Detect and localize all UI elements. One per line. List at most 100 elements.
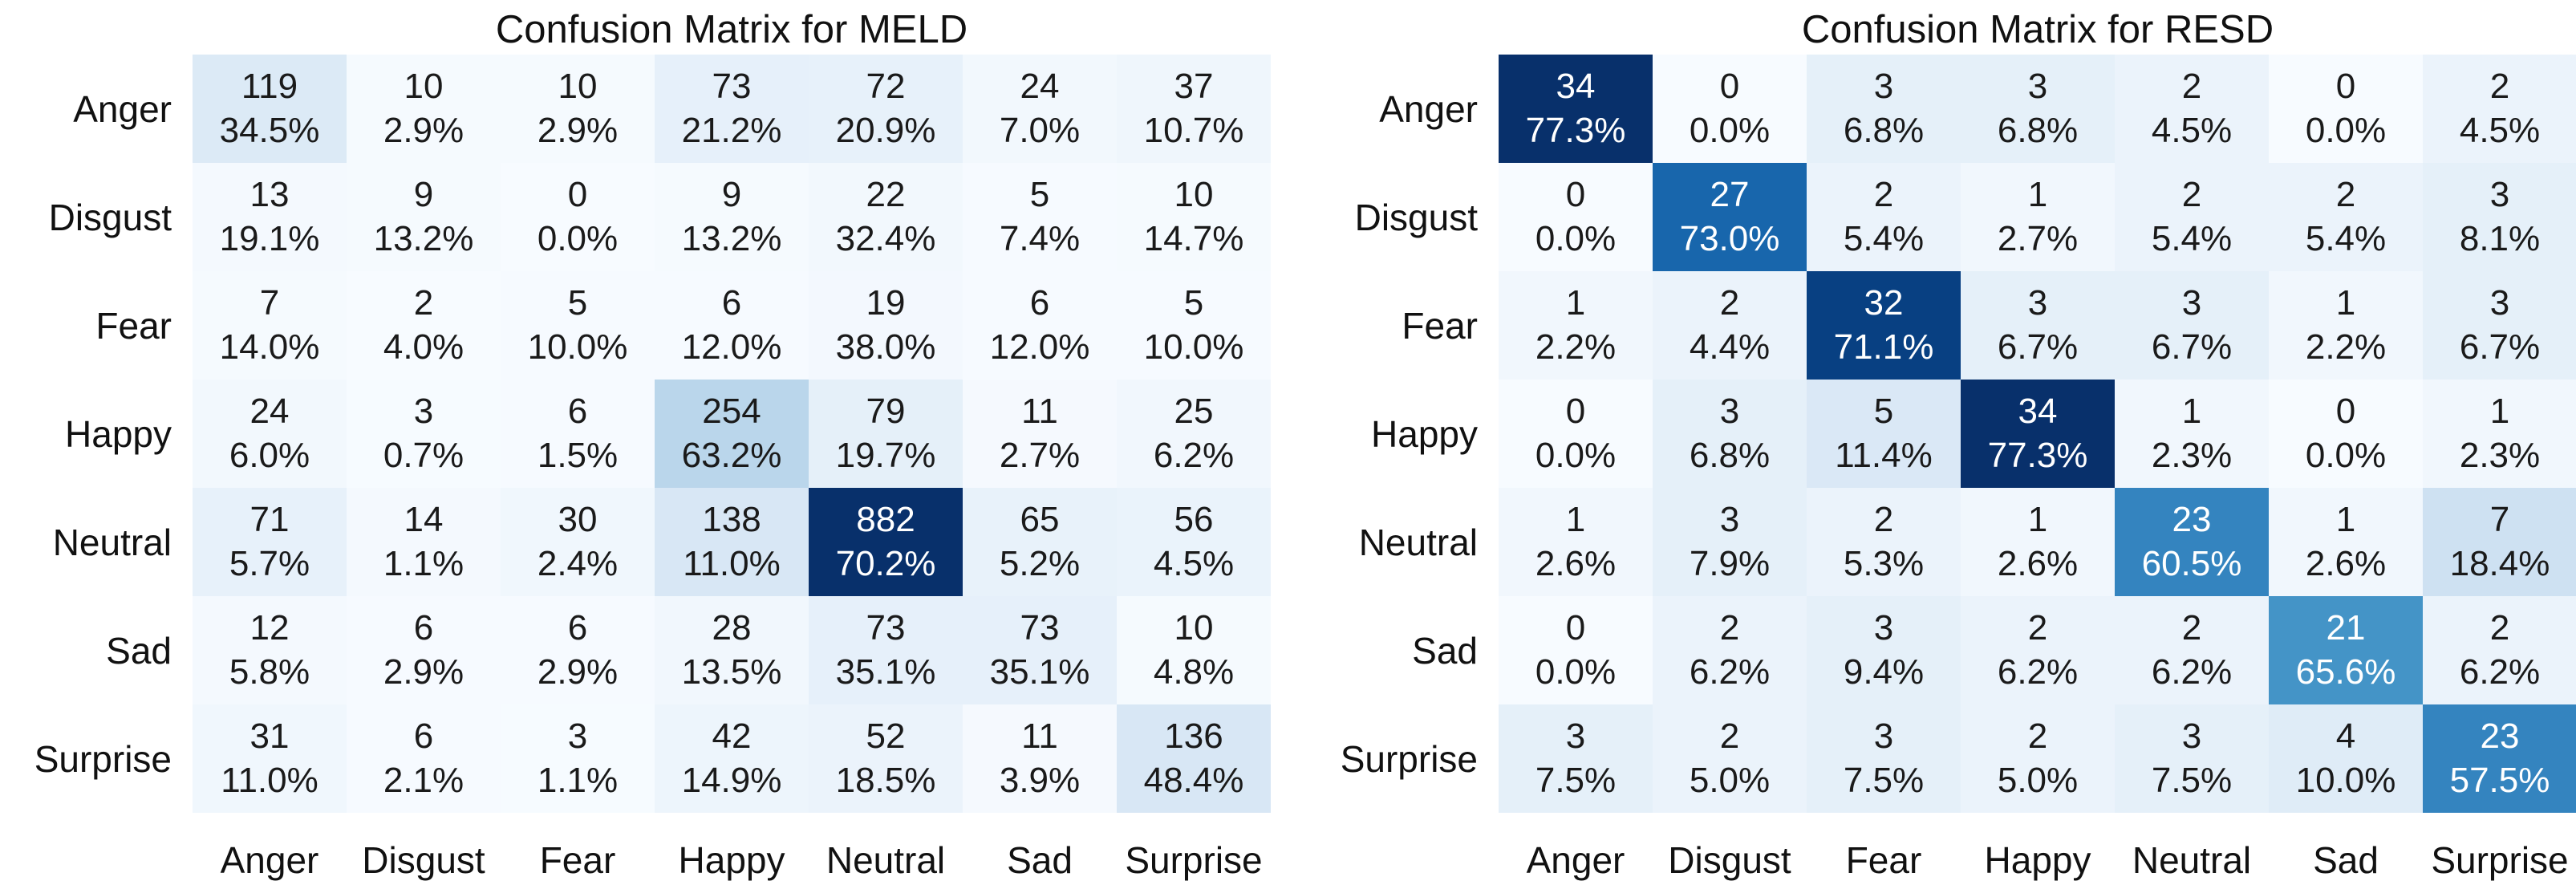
row-label: Sad (106, 629, 172, 672)
cell-count: 2 (2181, 607, 2202, 648)
cell-percent: 5.3% (1843, 543, 1925, 583)
cell-count: 79 (866, 391, 906, 431)
cell-percent: 18.5% (835, 760, 936, 800)
cell-percent: 0.0% (1689, 110, 1771, 150)
heatmap-cell: 7 18.4% (2423, 488, 2576, 596)
heatmap-cell: 2 4.0% (347, 271, 501, 380)
cell-percent: 11.4% (1835, 435, 1933, 475)
cell-percent: 6.7% (2151, 327, 2233, 367)
heatmap-cell: 0 0.0% (2269, 55, 2423, 163)
heatmap-cell: 27 73.0% (1653, 163, 1807, 271)
cell-percent: 2.7% (999, 435, 1081, 475)
col-label: Surprise (1125, 839, 1263, 881)
cell-percent: 10.0% (2295, 760, 2396, 800)
cell-count: 3 (2489, 282, 2510, 323)
cell-percent: 2.6% (1997, 543, 2079, 583)
heatmap-cell: 0 0.0% (2269, 380, 2423, 488)
heatmap-cell: 24 7.0% (963, 55, 1117, 163)
cell-percent: 19.7% (835, 435, 936, 475)
cell-count: 19 (866, 282, 906, 323)
cell-percent: 2.2% (1535, 327, 1617, 367)
axis-corner (5, 813, 193, 885)
cell-percent: 20.9% (835, 110, 936, 150)
cell-percent: 8.1% (2459, 218, 2541, 258)
heatmap-cell: 0 0.0% (1499, 380, 1653, 488)
heatmap-cell: 0 0.0% (501, 163, 655, 271)
cell-percent: 6.2% (1153, 435, 1235, 475)
heatmap-cell: 3 7.9% (1653, 488, 1807, 596)
cell-count: 2 (1719, 716, 1740, 756)
cell-count: 73 (712, 66, 752, 106)
heatmap-cell: 1 2.6% (2269, 488, 2423, 596)
heatmap-cell: 3 7.5% (1807, 704, 1961, 813)
cell-percent: 2.6% (2305, 543, 2387, 583)
cell-count: 2 (2181, 66, 2202, 106)
heatmap-cell: 6 2.1% (347, 704, 501, 813)
cell-count: 136 (1164, 716, 1223, 756)
heatmap-cell: 3 6.8% (1653, 380, 1807, 488)
cell-count: 882 (856, 499, 915, 539)
heatmap-cell: 254 63.2% (655, 380, 809, 488)
cell-percent: 5.0% (1689, 760, 1771, 800)
cell-percent: 34.5% (219, 110, 320, 150)
heatmap-cell: 3 6.8% (1807, 55, 1961, 163)
cell-count: 1 (2335, 499, 2356, 539)
cell-percent: 21.2% (681, 110, 782, 150)
heatmap-cell: 10 2.9% (347, 55, 501, 163)
cell-count: 0 (1719, 66, 1740, 106)
heatmap-cell: 1 2.2% (1499, 271, 1653, 380)
cell-percent: 38.0% (835, 327, 936, 367)
heatmap-cell: 2 6.2% (2423, 596, 2576, 704)
row-label: Anger (1379, 87, 1478, 130)
row-label: Sad (1412, 629, 1478, 672)
cell-count: 10 (404, 66, 444, 106)
cell-count: 0 (1565, 607, 1586, 648)
heatmap-cell: 6 2.9% (501, 596, 655, 704)
heatmap-cell: 1 2.6% (1499, 488, 1653, 596)
cell-count: 2 (413, 282, 434, 323)
heatmap-cell: 23 60.5% (2115, 488, 2269, 596)
col-label: Disgust (362, 839, 485, 881)
cell-percent: 48.4% (1143, 760, 1244, 800)
cell-count: 73 (1020, 607, 1060, 648)
heatmap-cell: 34 77.3% (1499, 55, 1653, 163)
cell-percent: 1.5% (537, 435, 619, 475)
cell-percent: 4.5% (1153, 543, 1235, 583)
heatmap-cell: 52 18.5% (809, 704, 963, 813)
heatmap-cell: 2 5.0% (1653, 704, 1807, 813)
cell-count: 71 (249, 499, 290, 539)
cell-count: 42 (712, 716, 752, 756)
heatmap-cell: 2 6.2% (1961, 596, 2115, 704)
heatmap-cell: 0 0.0% (1653, 55, 1807, 163)
cell-count: 3 (2181, 282, 2202, 323)
heatmap-cell: 2 6.2% (1653, 596, 1807, 704)
cell-count: 2 (2489, 66, 2510, 106)
heatmap-cell: 72 20.9% (809, 55, 963, 163)
cell-percent: 63.2% (681, 435, 782, 475)
heatmap-cell: 31 11.0% (193, 704, 347, 813)
cell-count: 28 (712, 607, 752, 648)
cell-percent: 77.3% (1987, 435, 2088, 475)
cell-percent: 6.2% (1997, 652, 2079, 692)
heatmap-cell: 65 5.2% (963, 488, 1117, 596)
cell-percent: 32.4% (835, 218, 936, 258)
cell-count: 3 (1873, 716, 1894, 756)
cell-count: 6 (413, 716, 434, 756)
cell-count: 10 (1174, 607, 1214, 648)
heatmap-cell: 2 5.4% (1807, 163, 1961, 271)
cell-count: 27 (1710, 174, 1750, 214)
heatmap-cell: 42 14.9% (655, 704, 809, 813)
cell-percent: 10.0% (527, 327, 628, 367)
cell-count: 3 (413, 391, 434, 431)
heatmap-cell: 10 14.7% (1117, 163, 1271, 271)
heatmap-cell: 34 77.3% (1961, 380, 2115, 488)
cell-percent: 71.1% (1833, 327, 1934, 367)
cell-count: 1 (2027, 499, 2048, 539)
cell-percent: 7.4% (999, 218, 1081, 258)
cell-count: 5 (567, 282, 588, 323)
cell-count: 1 (1565, 499, 1586, 539)
panel-title: Confusion Matrix for RESD (1801, 8, 2274, 51)
cell-count: 2 (2027, 607, 2048, 648)
heatmap-cell: 28 13.5% (655, 596, 809, 704)
cell-percent: 14.9% (681, 760, 782, 800)
